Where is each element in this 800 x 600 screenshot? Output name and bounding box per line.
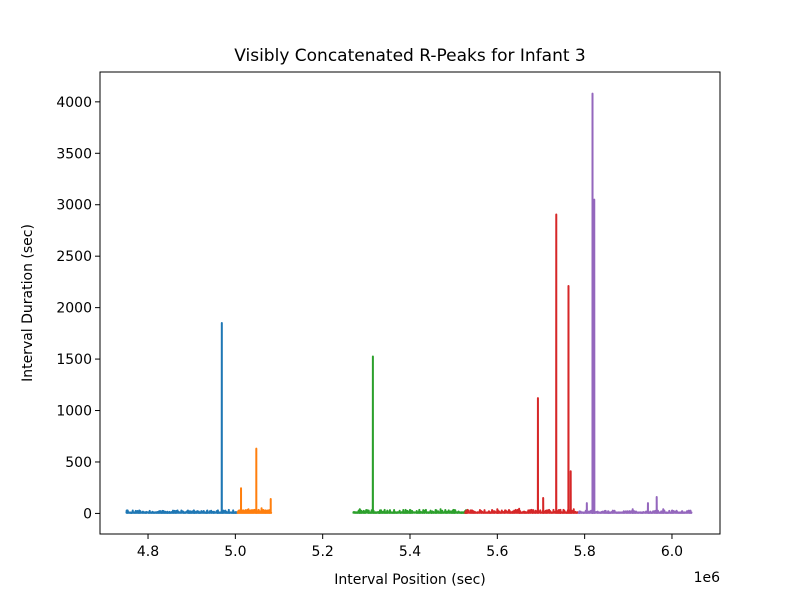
x-tick-label: 5.0 bbox=[224, 544, 246, 560]
x-tick-label: 5.4 bbox=[399, 544, 421, 560]
series-line-5 bbox=[577, 92, 693, 514]
y-tick-label: 3500 bbox=[56, 146, 92, 162]
series-layer bbox=[125, 92, 693, 514]
y-axis-label: Interval Duration (sec) bbox=[20, 224, 36, 382]
x-tick-label: 5.6 bbox=[486, 544, 508, 560]
series-line-1 bbox=[125, 322, 239, 514]
y-tick-label: 1500 bbox=[56, 352, 92, 368]
x-tick-label: 5.8 bbox=[574, 544, 596, 560]
series-line-4 bbox=[463, 213, 579, 514]
y-tick-label: 0 bbox=[83, 506, 92, 522]
y-tick-label: 1000 bbox=[56, 404, 92, 420]
y-tick-label: 2000 bbox=[56, 301, 92, 317]
x-axis: 4.8 5.0 5.2 5.4 5.6 5.8 6.0 bbox=[137, 534, 683, 560]
series-line-3 bbox=[352, 355, 468, 514]
plot-frame bbox=[99, 71, 721, 535]
y-tick-label: 4000 bbox=[56, 95, 92, 111]
y-tick-label: 3000 bbox=[56, 198, 92, 214]
y-axis: 0 500 1000 1500 2000 2500 3000 3500 4000 bbox=[56, 95, 100, 522]
y-tick-label: 2500 bbox=[56, 249, 92, 265]
series-line-2 bbox=[236, 447, 273, 514]
x-axis-label: Interval Position (sec) bbox=[334, 572, 486, 588]
x-tick-label: 5.2 bbox=[312, 544, 334, 560]
y-tick-label: 500 bbox=[65, 455, 92, 471]
x-tick-label: 4.8 bbox=[137, 544, 159, 560]
chart-title: Visibly Concatenated R-Peaks for Infant … bbox=[234, 46, 586, 66]
x-tick-label: 6.0 bbox=[661, 544, 683, 560]
x-offset-label: 1e6 bbox=[694, 570, 721, 586]
